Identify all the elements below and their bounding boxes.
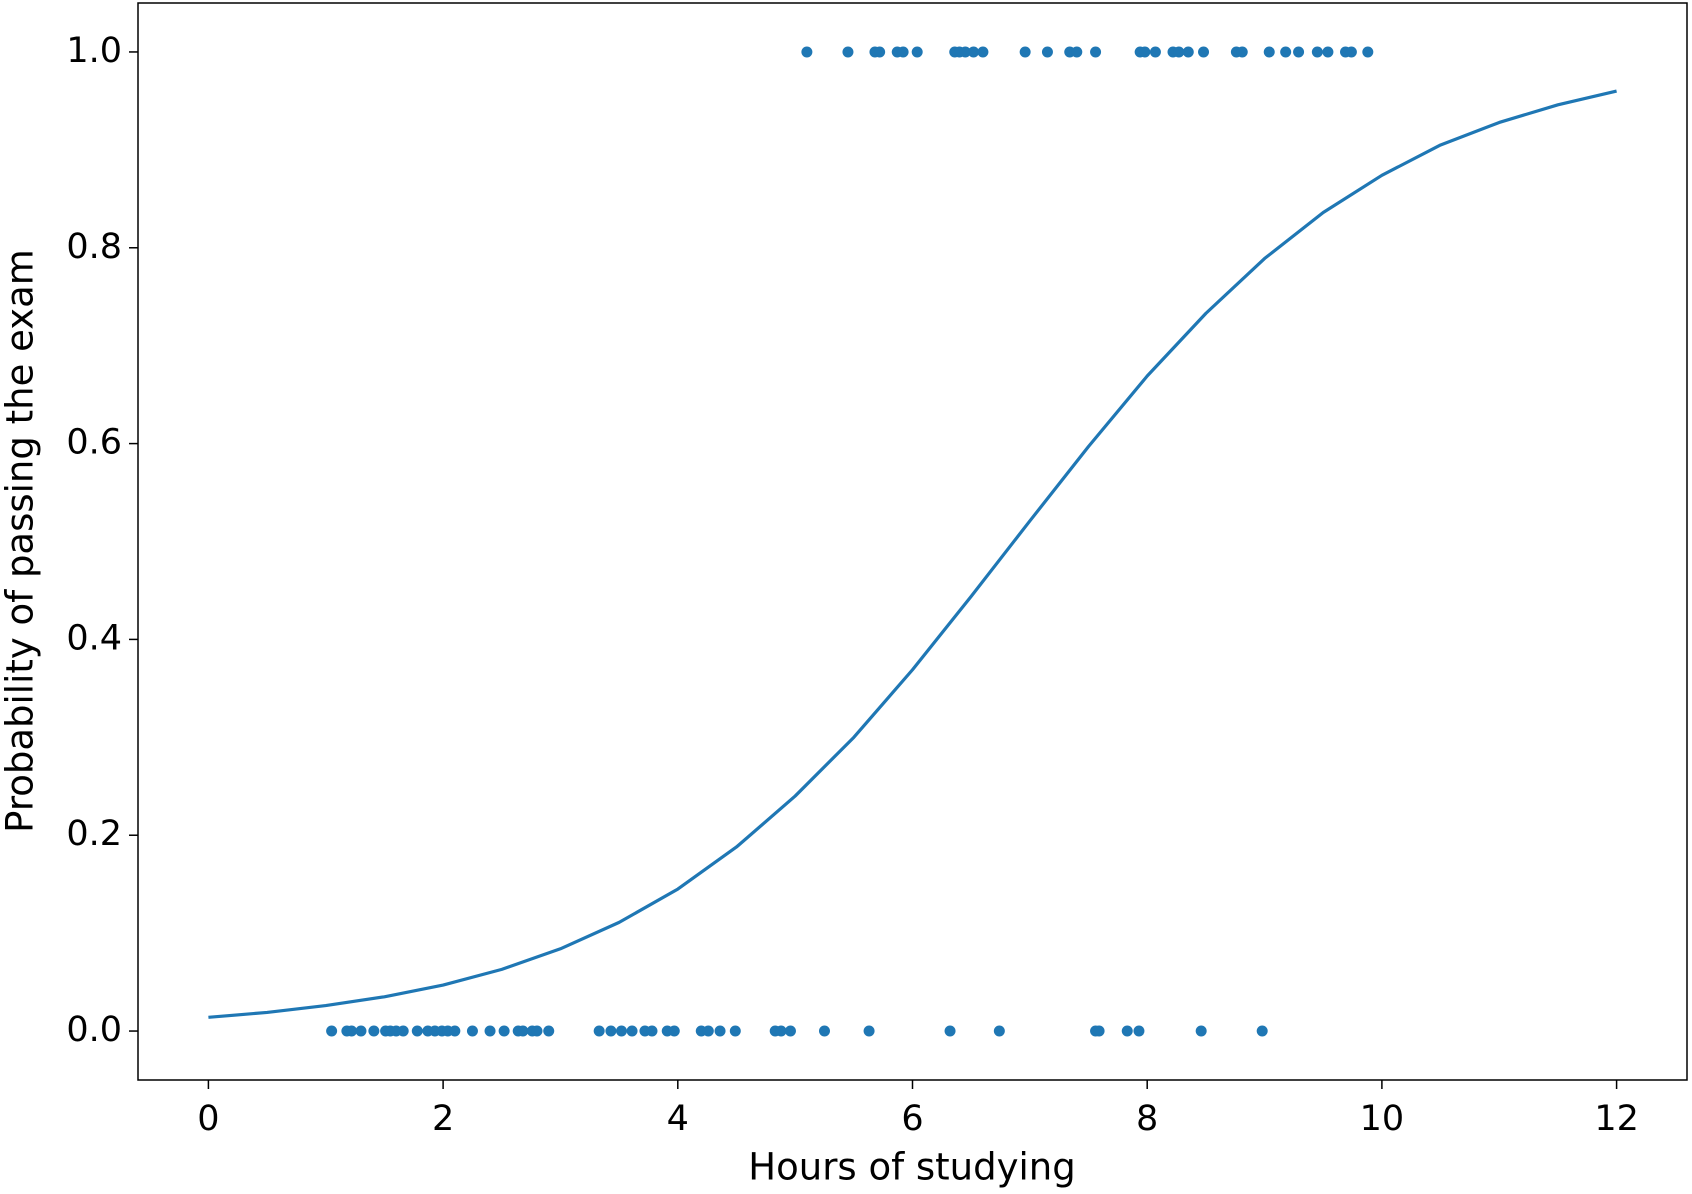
data-point xyxy=(944,1025,956,1037)
data-point xyxy=(593,1025,605,1037)
x-axis-label: Hours of studying xyxy=(748,1146,1075,1189)
data-point xyxy=(668,1025,680,1037)
data-point xyxy=(543,1025,555,1037)
data-point xyxy=(1236,46,1248,58)
data-point xyxy=(968,46,980,58)
y-tick-label: 1.0 xyxy=(66,31,122,71)
data-point xyxy=(1362,46,1374,58)
data-point xyxy=(1090,46,1102,58)
data-point xyxy=(646,1025,658,1037)
x-tick-label: 2 xyxy=(432,1099,454,1139)
data-point xyxy=(818,1025,830,1037)
data-point xyxy=(1121,1025,1133,1037)
data-point xyxy=(1280,46,1292,58)
data-point xyxy=(1322,46,1334,58)
data-point xyxy=(517,1025,529,1037)
data-point xyxy=(729,1025,741,1037)
data-point xyxy=(897,46,909,58)
y-axis-label: Probability of passing the exam xyxy=(0,249,42,833)
data-point xyxy=(1149,46,1161,58)
y-tick-label: 0.4 xyxy=(66,618,122,658)
x-tick-label: 8 xyxy=(1136,1099,1158,1139)
data-point xyxy=(397,1025,409,1037)
data-point xyxy=(411,1025,423,1037)
plot-frame xyxy=(137,2,1688,1081)
data-point xyxy=(911,46,923,58)
data-point xyxy=(1263,46,1275,58)
data-point xyxy=(1311,46,1323,58)
data-point xyxy=(605,1025,617,1037)
data-point xyxy=(498,1025,510,1037)
data-point xyxy=(1071,46,1083,58)
data-point xyxy=(977,46,989,58)
data-point xyxy=(993,1025,1005,1037)
data-point xyxy=(1198,46,1210,58)
data-point xyxy=(1139,46,1151,58)
fit-line xyxy=(208,89,1617,1019)
data-point xyxy=(368,1025,380,1037)
data-point xyxy=(626,1025,638,1037)
data-point xyxy=(1173,46,1185,58)
data-point xyxy=(842,46,854,58)
data-point xyxy=(615,1025,627,1037)
data-point xyxy=(874,46,886,58)
data-point xyxy=(1182,46,1194,58)
data-point xyxy=(355,1025,367,1037)
data-point xyxy=(1293,46,1305,58)
data-point xyxy=(714,1025,726,1037)
data-point xyxy=(775,1025,787,1037)
data-point xyxy=(1345,46,1357,58)
x-tick-label: 12 xyxy=(1594,1099,1639,1139)
data-point xyxy=(346,1025,358,1037)
x-tick-label: 10 xyxy=(1360,1099,1405,1139)
data-point xyxy=(1019,46,1031,58)
data-point xyxy=(801,46,813,58)
data-point xyxy=(863,1025,875,1037)
data-point xyxy=(1195,1025,1207,1037)
data-point xyxy=(1041,46,1053,58)
y-tick-label: 0.6 xyxy=(66,423,122,463)
x-tick-label: 0 xyxy=(197,1099,219,1139)
data-point xyxy=(484,1025,496,1037)
data-point xyxy=(449,1025,461,1037)
data-point xyxy=(531,1025,543,1037)
data-point xyxy=(784,1025,796,1037)
y-tick-label: 0.8 xyxy=(66,227,122,267)
data-point xyxy=(1256,1025,1268,1037)
data-point xyxy=(466,1025,478,1037)
data-point xyxy=(1093,1025,1105,1037)
data-point xyxy=(326,1025,338,1037)
x-tick-label: 6 xyxy=(901,1099,923,1139)
data-point xyxy=(1133,1025,1145,1037)
y-tick-label: 0.0 xyxy=(66,1010,122,1050)
y-tick-label: 0.2 xyxy=(66,814,122,854)
x-tick-label: 4 xyxy=(667,1099,689,1139)
data-point xyxy=(702,1025,714,1037)
data-point xyxy=(959,46,971,58)
